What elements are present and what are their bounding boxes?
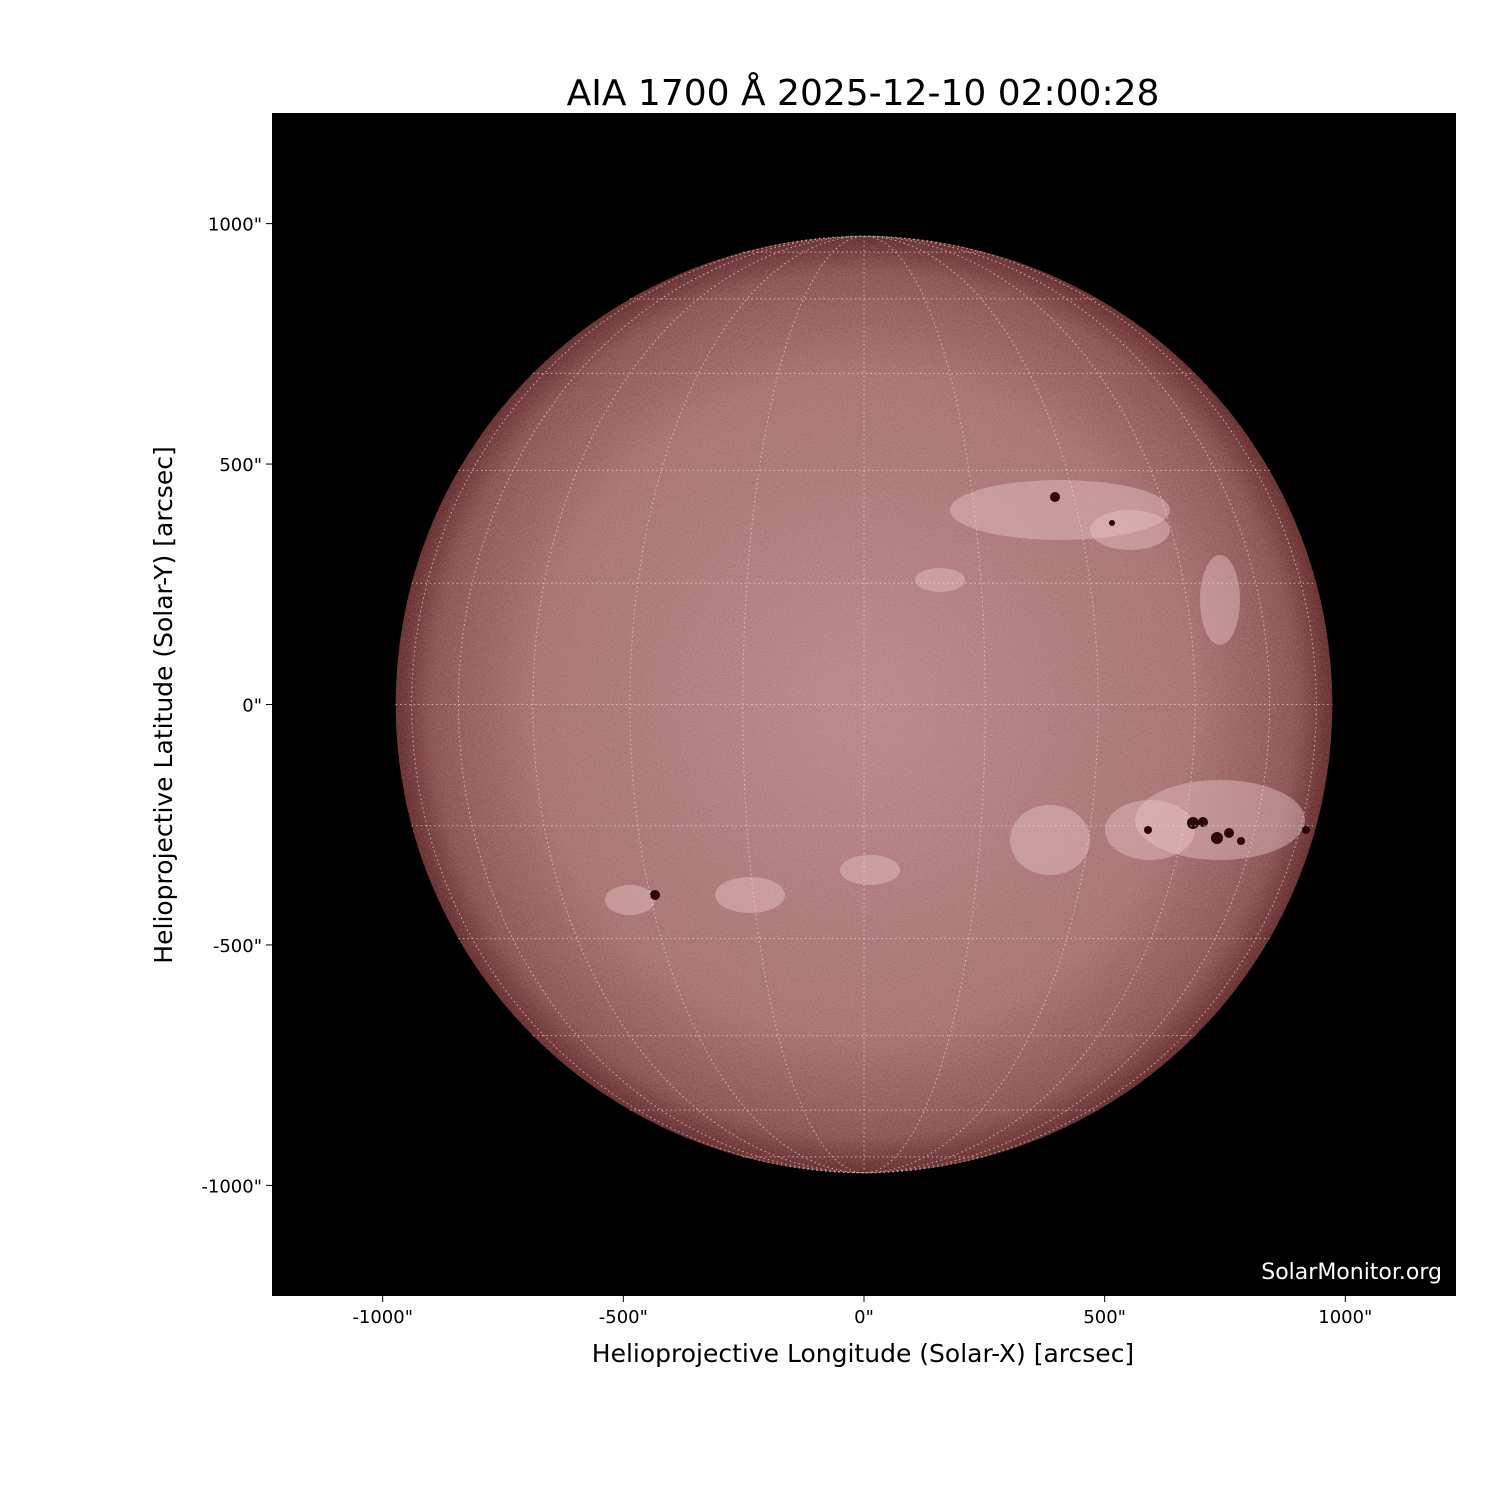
watermark: SolarMonitor.org xyxy=(1261,1260,1442,1285)
x-tick-label: 500" xyxy=(1083,1307,1126,1328)
x-tick-label: 0" xyxy=(854,1307,874,1328)
plage-region xyxy=(715,877,785,913)
x-tick-label: -500" xyxy=(599,1307,648,1328)
sunspot xyxy=(1211,832,1223,844)
x-tick-label: 1000" xyxy=(1318,1307,1372,1328)
sun-disk-image xyxy=(395,235,1333,1174)
sunspot xyxy=(1187,817,1199,829)
y-tick-label: -1000" xyxy=(201,1176,262,1197)
plage-region xyxy=(840,855,900,885)
sunspot xyxy=(1237,837,1245,845)
sunspot xyxy=(1302,826,1310,834)
plage-region xyxy=(950,480,1170,540)
y-tick-label: 500" xyxy=(219,455,262,476)
plage-region xyxy=(915,568,965,592)
sunspot xyxy=(1144,826,1152,834)
y-tick-label: 0" xyxy=(242,696,262,717)
longitude-line xyxy=(411,235,1317,1174)
sunspot xyxy=(1109,520,1115,526)
heliographic-grid xyxy=(395,235,1333,1174)
longitude-line xyxy=(532,235,1196,1174)
x-axis-label: Helioprojective Longitude (Solar-X) [arc… xyxy=(592,1339,1134,1368)
sunspot xyxy=(1050,492,1060,502)
plage-region xyxy=(1135,780,1305,860)
plage-region xyxy=(1090,510,1170,550)
sunspot xyxy=(650,890,660,900)
axis-ticks: -1000" -500" 0" 500" 1000" 1000" 500" 0" -500" -1… xyxy=(201,215,1372,1328)
y-tick-label: -500" xyxy=(213,936,262,957)
y-tick-label: 1000" xyxy=(208,215,262,236)
x-tick-label: -1000" xyxy=(352,1307,413,1328)
sunspot xyxy=(1224,828,1234,838)
plage-region xyxy=(1200,555,1240,645)
y-axis-label: Helioprojective Latitude (Solar-Y) [arcs… xyxy=(149,446,178,963)
plage-region xyxy=(605,885,655,915)
longitude-line xyxy=(742,235,986,1174)
plage-region xyxy=(1010,805,1090,875)
sunspot xyxy=(1198,817,1208,827)
chart-title: AIA 1700 Å 2025-12-10 02:00:28 xyxy=(567,71,1160,114)
